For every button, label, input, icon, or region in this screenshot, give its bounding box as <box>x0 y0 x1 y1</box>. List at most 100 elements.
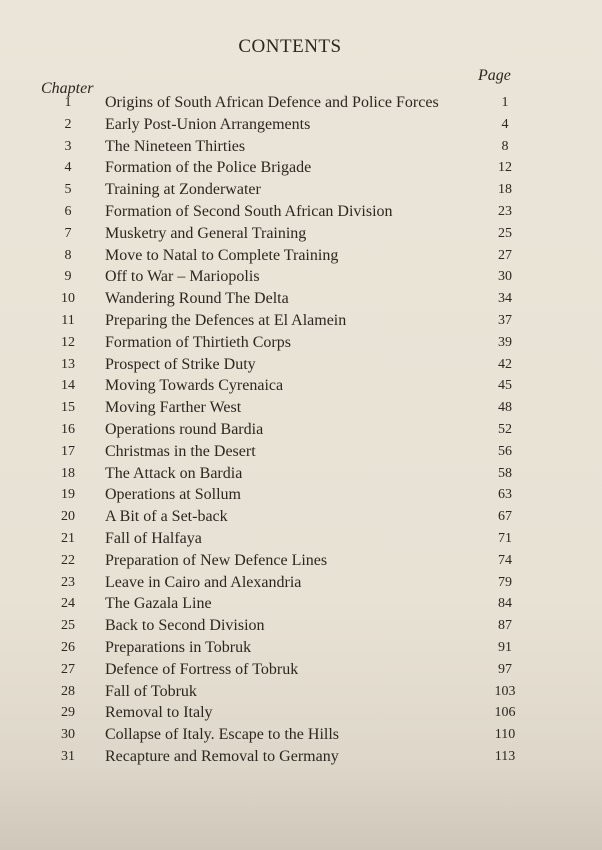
contents-entry: 9 Off to War – Mariopolis 30 <box>0 266 602 288</box>
page-number: 97 <box>498 661 512 677</box>
page-number: 84 <box>498 596 512 612</box>
chapter-number: 23 <box>61 574 75 590</box>
page-number: 1 <box>501 95 509 110</box>
page-number: 12 <box>498 160 512 176</box>
chapter-number: 1 <box>64 95 72 110</box>
page-number: 106 <box>494 705 516 721</box>
chapter-title: Early Post-Union Arrangements <box>105 115 311 133</box>
page-number: 113 <box>494 748 516 764</box>
page-number: 87 <box>498 618 512 634</box>
chapter-number: 7 <box>64 225 72 241</box>
chapter-number: 6 <box>64 203 72 219</box>
contents-entry: 2 Early Post-Union Arrangements 4 <box>0 114 602 136</box>
chapter-number: 25 <box>61 618 75 634</box>
page-number: 63 <box>498 487 512 503</box>
contents-entry: 31 Recapture and Removal to Germany 113 <box>0 746 602 768</box>
page-column-header: Page <box>478 67 511 84</box>
page-number: 71 <box>498 530 512 546</box>
contents-entry: 14 Moving Towards Cyrenaica 45 <box>0 375 602 397</box>
chapter-title: Recapture and Removal to Germany <box>105 747 339 765</box>
chapter-title: Fall of Halfaya <box>105 529 202 547</box>
contents-entry: 22 Preparation of New Defence Lines 74 <box>0 550 602 572</box>
page-number: 8 <box>501 138 509 154</box>
chapter-number: 3 <box>64 138 72 154</box>
page-number: 39 <box>498 334 512 350</box>
chapter-number: 15 <box>61 400 75 416</box>
page-number: 52 <box>498 421 512 437</box>
contents-entry: 16 Operations round Bardia 52 <box>0 419 602 441</box>
contents-entry: 19 Operations at Sollum 63 <box>0 484 602 506</box>
chapter-title: Operations round Bardia <box>105 420 264 438</box>
contents-entry: 10 Wandering Round The Delta 34 <box>0 288 602 310</box>
page-number: 34 <box>498 291 512 307</box>
chapter-number: 20 <box>61 509 75 525</box>
contents-entry: 11 Preparing the Defences at El Alamein 37 <box>0 310 602 332</box>
contents-entry: 24 The Gazala Line 84 <box>0 593 602 615</box>
chapter-title: A Bit of a Set-back <box>105 508 228 526</box>
contents-entry: 17 Christmas in the Desert 56 <box>0 441 602 463</box>
chapter-number: 21 <box>61 530 75 546</box>
page-number: 30 <box>498 269 512 285</box>
page-title: CONTENTS <box>238 36 342 57</box>
chapter-number: 10 <box>61 291 75 307</box>
chapter-title: Preparing the Defences at El Alamein <box>105 311 347 329</box>
page-number: 103 <box>494 683 516 699</box>
chapter-number: 24 <box>61 596 75 612</box>
contents-entry: 21 Fall of Halfaya 71 <box>0 528 602 550</box>
contents-entry: 6 Formation of Second South African Divis… <box>0 201 602 223</box>
contents-entry: 7 Musketry and General Training 25 <box>0 223 602 245</box>
page-number: 58 <box>498 465 512 481</box>
contents-entry: 30 Collapse of Italy. Escape to the Hills… <box>0 724 602 746</box>
contents-entry: 29 Removal to Italy 106 <box>0 702 602 724</box>
chapter-title: The Attack on Bardia <box>105 464 243 482</box>
chapter-title: Formation of Thirtieth Corps <box>105 333 291 351</box>
chapter-title: Wandering Round The Delta <box>105 290 289 308</box>
chapter-number: 22 <box>61 552 75 568</box>
chapter-title: Removal to Italy <box>105 704 213 722</box>
chapter-title: Prospect of Strike Duty <box>105 355 256 373</box>
page-number: 48 <box>498 400 512 416</box>
page-number: 37 <box>498 312 512 328</box>
chapter-title: Moving Towards Cyrenaica <box>105 377 284 395</box>
page-number: 42 <box>498 356 512 372</box>
chapter-title: Formation of Second South African Divisi… <box>105 202 393 220</box>
contents-entry: 26 Preparations in Tobruk 91 <box>0 637 602 659</box>
chapter-number: 11 <box>61 312 75 328</box>
chapter-number: 5 <box>64 182 72 198</box>
chapter-title: Off to War – Mariopolis <box>105 268 260 286</box>
chapter-number: 31 <box>61 748 75 764</box>
page-number: 18 <box>498 182 512 198</box>
chapter-title: Preparation of New Defence Lines <box>105 551 328 569</box>
chapter-title: Moving Farther West <box>105 399 242 417</box>
chapter-title: Formation of the Police Brigade <box>105 159 312 177</box>
chapter-number: 4 <box>64 160 72 176</box>
contents-entry: 18 The Attack on Bardia 58 <box>0 463 602 485</box>
chapter-title: Christmas in the Desert <box>105 442 256 460</box>
page-number: 45 <box>498 378 512 394</box>
page-number: 56 <box>498 443 512 459</box>
chapter-number: 19 <box>61 487 75 503</box>
chapter-number: 18 <box>61 465 75 481</box>
contents-entry: 27 Defence of Fortress of Tobruk 97 <box>0 659 602 681</box>
page-number: 67 <box>498 509 512 525</box>
chapter-number: 17 <box>61 443 75 459</box>
chapter-title: Origins of South African Defence and Pol… <box>105 94 439 111</box>
chapter-title: The Nineteen Thirties <box>105 137 246 155</box>
chapter-number: 16 <box>61 421 75 437</box>
contents-entry: 3 The Nineteen Thirties 8 <box>0 136 602 158</box>
chapter-number: 9 <box>64 269 72 285</box>
chapter-title: Musketry and General Training <box>105 224 307 242</box>
chapter-title: Collapse of Italy. Escape to the Hills <box>105 726 340 744</box>
chapter-number: 28 <box>61 683 75 699</box>
chapter-number: 30 <box>61 727 75 743</box>
contents-entry: 15 Moving Farther West 48 <box>0 397 602 419</box>
chapter-number: 27 <box>61 661 75 677</box>
contents-entry: 28 Fall of Tobruk 103 <box>0 681 602 703</box>
chapter-title: Training at Zonderwater <box>105 181 261 199</box>
chapter-title: Back to Second Division <box>105 617 265 635</box>
contents-entry: 4 Formation of the Police Brigade 12 <box>0 157 602 179</box>
page-number: 4 <box>501 116 509 132</box>
chapter-number: 12 <box>61 334 75 350</box>
contents-entry: 13 Prospect of Strike Duty 42 <box>0 354 602 376</box>
contents-entry: 25 Back to Second Division 87 <box>0 615 602 637</box>
